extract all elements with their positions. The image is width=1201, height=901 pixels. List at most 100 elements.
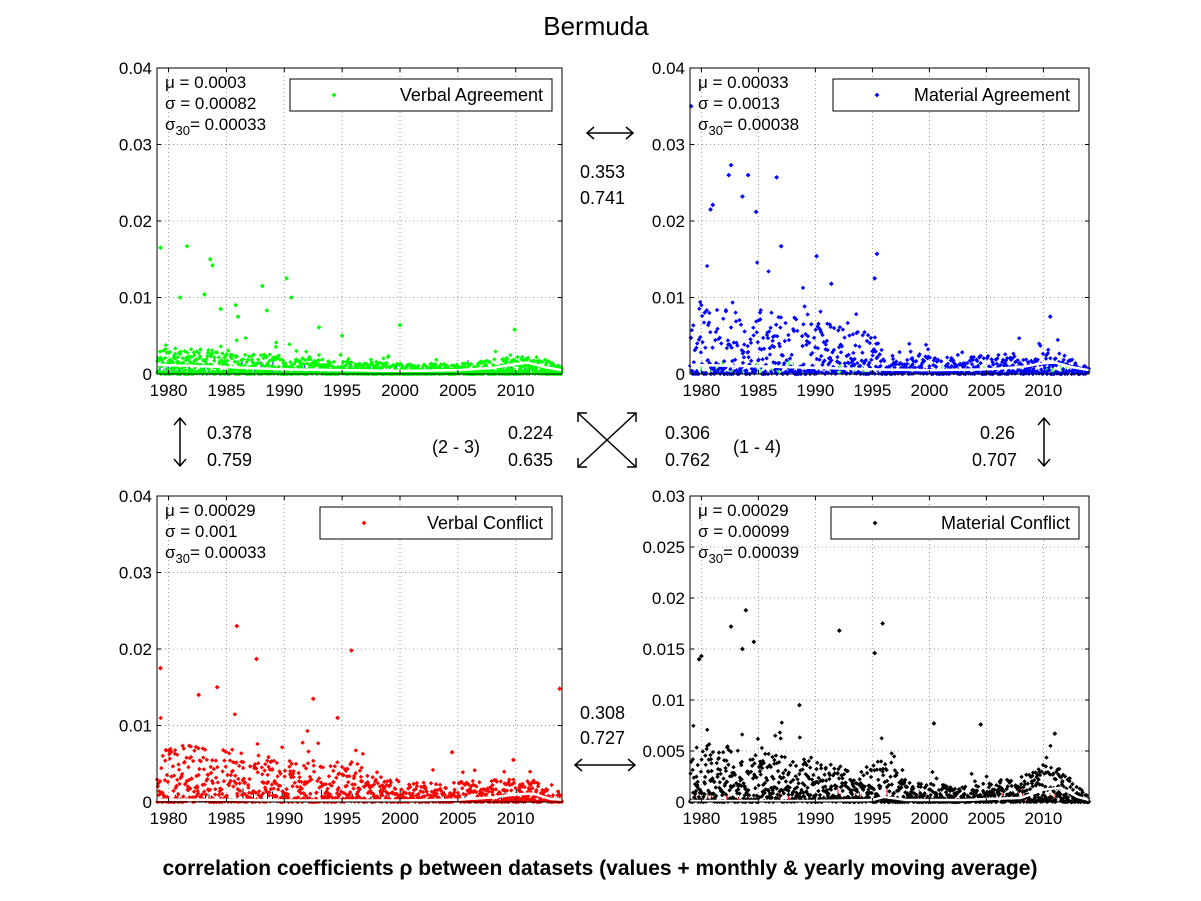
data-point bbox=[933, 364, 939, 370]
data-point bbox=[225, 358, 230, 363]
data-point bbox=[271, 793, 276, 798]
data-point bbox=[357, 787, 362, 792]
data-point bbox=[717, 780, 722, 785]
x-tick-label: 1985 bbox=[208, 381, 246, 400]
series-points bbox=[154, 623, 565, 805]
data-point bbox=[1071, 367, 1076, 373]
data-point bbox=[473, 789, 479, 795]
data-point bbox=[523, 363, 529, 368]
data-point bbox=[880, 773, 886, 778]
data-point bbox=[216, 792, 222, 798]
data-point bbox=[198, 347, 203, 352]
data-point bbox=[207, 362, 212, 368]
data-point bbox=[507, 782, 512, 788]
stat-sigma: σ = 0.001 bbox=[165, 522, 237, 541]
data-point bbox=[760, 357, 765, 362]
data-point bbox=[209, 351, 214, 356]
data-point bbox=[214, 684, 220, 690]
data-point bbox=[507, 777, 512, 782]
data-point bbox=[491, 787, 496, 792]
data-point bbox=[690, 368, 695, 374]
data-point bbox=[275, 787, 281, 792]
data-point bbox=[235, 791, 240, 796]
data-point bbox=[170, 764, 176, 769]
data-point bbox=[825, 321, 830, 326]
data-point bbox=[851, 350, 856, 356]
data-point bbox=[749, 358, 754, 363]
data-point bbox=[557, 364, 562, 369]
data-point bbox=[927, 364, 932, 369]
data-point bbox=[468, 784, 474, 789]
data-point bbox=[163, 355, 168, 361]
data-point bbox=[227, 758, 233, 763]
data-point bbox=[291, 768, 296, 774]
data-point bbox=[195, 785, 200, 791]
data-point bbox=[528, 363, 533, 368]
data-point bbox=[249, 791, 254, 796]
data-point bbox=[210, 780, 216, 786]
data-point bbox=[224, 793, 230, 798]
data-point bbox=[435, 787, 440, 793]
data-point bbox=[726, 172, 732, 178]
data-point bbox=[359, 779, 365, 784]
x-tick-label: 2005 bbox=[439, 809, 477, 828]
x-tick-label: 1995 bbox=[323, 809, 361, 828]
data-point bbox=[316, 324, 322, 330]
data-point bbox=[301, 790, 306, 796]
data-point bbox=[202, 292, 207, 297]
panel-verbal-agreement: 1980 1985 1990 1995 2000 2005 2010 0 0.01 0.02 0.0… bbox=[119, 59, 565, 400]
data-point bbox=[959, 350, 965, 355]
data-point bbox=[225, 348, 231, 353]
data-point bbox=[339, 333, 345, 339]
data-point bbox=[1053, 356, 1058, 361]
data-point bbox=[876, 777, 881, 782]
grid bbox=[690, 67, 1089, 375]
data-point bbox=[761, 335, 766, 341]
data-point bbox=[740, 194, 745, 199]
data-point bbox=[857, 363, 863, 369]
data-point bbox=[823, 347, 828, 352]
data-point bbox=[274, 760, 280, 766]
data-point bbox=[420, 789, 426, 795]
data-point bbox=[543, 367, 548, 373]
data-point bbox=[795, 328, 800, 334]
data-point bbox=[970, 357, 976, 363]
data-point bbox=[176, 360, 182, 366]
data-point bbox=[1082, 363, 1087, 369]
data-point bbox=[694, 368, 699, 374]
data-point bbox=[275, 774, 280, 779]
data-point bbox=[173, 346, 178, 351]
grid bbox=[157, 67, 562, 375]
x-tick-label: 2005 bbox=[967, 381, 1005, 400]
data-point bbox=[996, 364, 1001, 369]
data-point bbox=[208, 770, 214, 776]
data-point bbox=[805, 312, 810, 317]
data-point bbox=[944, 370, 950, 376]
data-point bbox=[269, 782, 274, 787]
data-point bbox=[855, 360, 860, 366]
data-point bbox=[732, 357, 738, 362]
data-point bbox=[430, 767, 436, 773]
data-point bbox=[846, 360, 852, 366]
data-point bbox=[233, 773, 238, 778]
data-point bbox=[433, 362, 438, 367]
data-point bbox=[262, 352, 267, 357]
data-point bbox=[221, 779, 227, 784]
data-point bbox=[220, 351, 225, 356]
data-point bbox=[690, 767, 695, 773]
data-point bbox=[791, 370, 796, 376]
data-point bbox=[192, 748, 197, 753]
data-point bbox=[299, 786, 305, 791]
data-point bbox=[383, 794, 389, 800]
data-point bbox=[758, 772, 763, 777]
x-tick-label: 1985 bbox=[739, 381, 777, 400]
data-point bbox=[247, 354, 252, 359]
data-point bbox=[232, 359, 238, 364]
data-point bbox=[867, 365, 873, 370]
data-point bbox=[525, 355, 531, 360]
data-point bbox=[748, 337, 753, 342]
data-point bbox=[247, 764, 253, 769]
data-point bbox=[362, 784, 367, 789]
data-point bbox=[461, 791, 466, 797]
data-point bbox=[1057, 351, 1062, 356]
